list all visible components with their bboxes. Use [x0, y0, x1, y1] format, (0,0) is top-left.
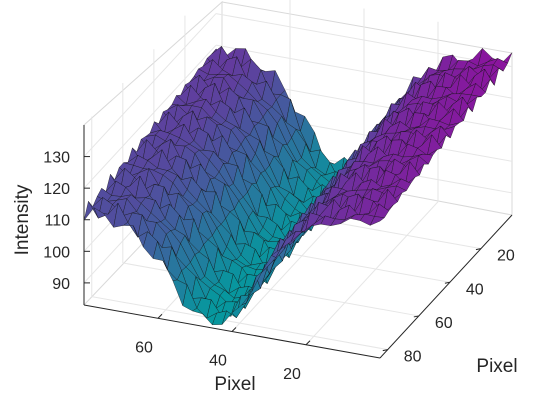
y-tick-mark — [382, 349, 388, 352]
y-tick-mark — [413, 315, 419, 318]
x-ticks: 20 40 60 — [135, 313, 311, 383]
x-tick-label: 60 — [135, 339, 153, 356]
grid-x-floor — [305, 201, 439, 346]
z-tick-label: 110 — [44, 213, 70, 230]
y-tick-mark — [444, 281, 450, 284]
x-axis-label: Pixel — [214, 374, 255, 395]
surface-patch — [369, 216, 385, 226]
x-tick-label: 40 — [209, 353, 227, 370]
x-tick-label: 20 — [283, 366, 301, 383]
grid-z-left — [83, 44, 217, 189]
y-tick-label: 60 — [435, 315, 453, 332]
z-tick-label: 120 — [43, 181, 70, 198]
y-axis-line — [379, 214, 513, 359]
x-tick-mark — [157, 313, 163, 319]
x-tick-mark — [305, 340, 311, 346]
y-tick-mark — [475, 248, 482, 251]
z-axis-label: Intensity — [12, 184, 33, 255]
grid-z-left — [83, 13, 217, 157]
z-tick-label: 100 — [43, 244, 70, 261]
z-tick-label: 130 — [43, 150, 70, 167]
y-ticks: 20 40 60 80 — [382, 248, 515, 366]
grid-y-floor — [91, 296, 388, 351]
y-tick-label: 40 — [466, 281, 484, 298]
y-tick-label: 80 — [404, 349, 422, 366]
z-ticks: 90 100 110 120 130 — [43, 150, 90, 293]
surface-mesh — [83, 45, 513, 326]
y-tick-label: 20 — [497, 248, 515, 265]
x-tick-mark — [231, 327, 237, 332]
z-tick-label: 90 — [52, 276, 70, 293]
y-axis-label: Pixel — [476, 356, 517, 377]
